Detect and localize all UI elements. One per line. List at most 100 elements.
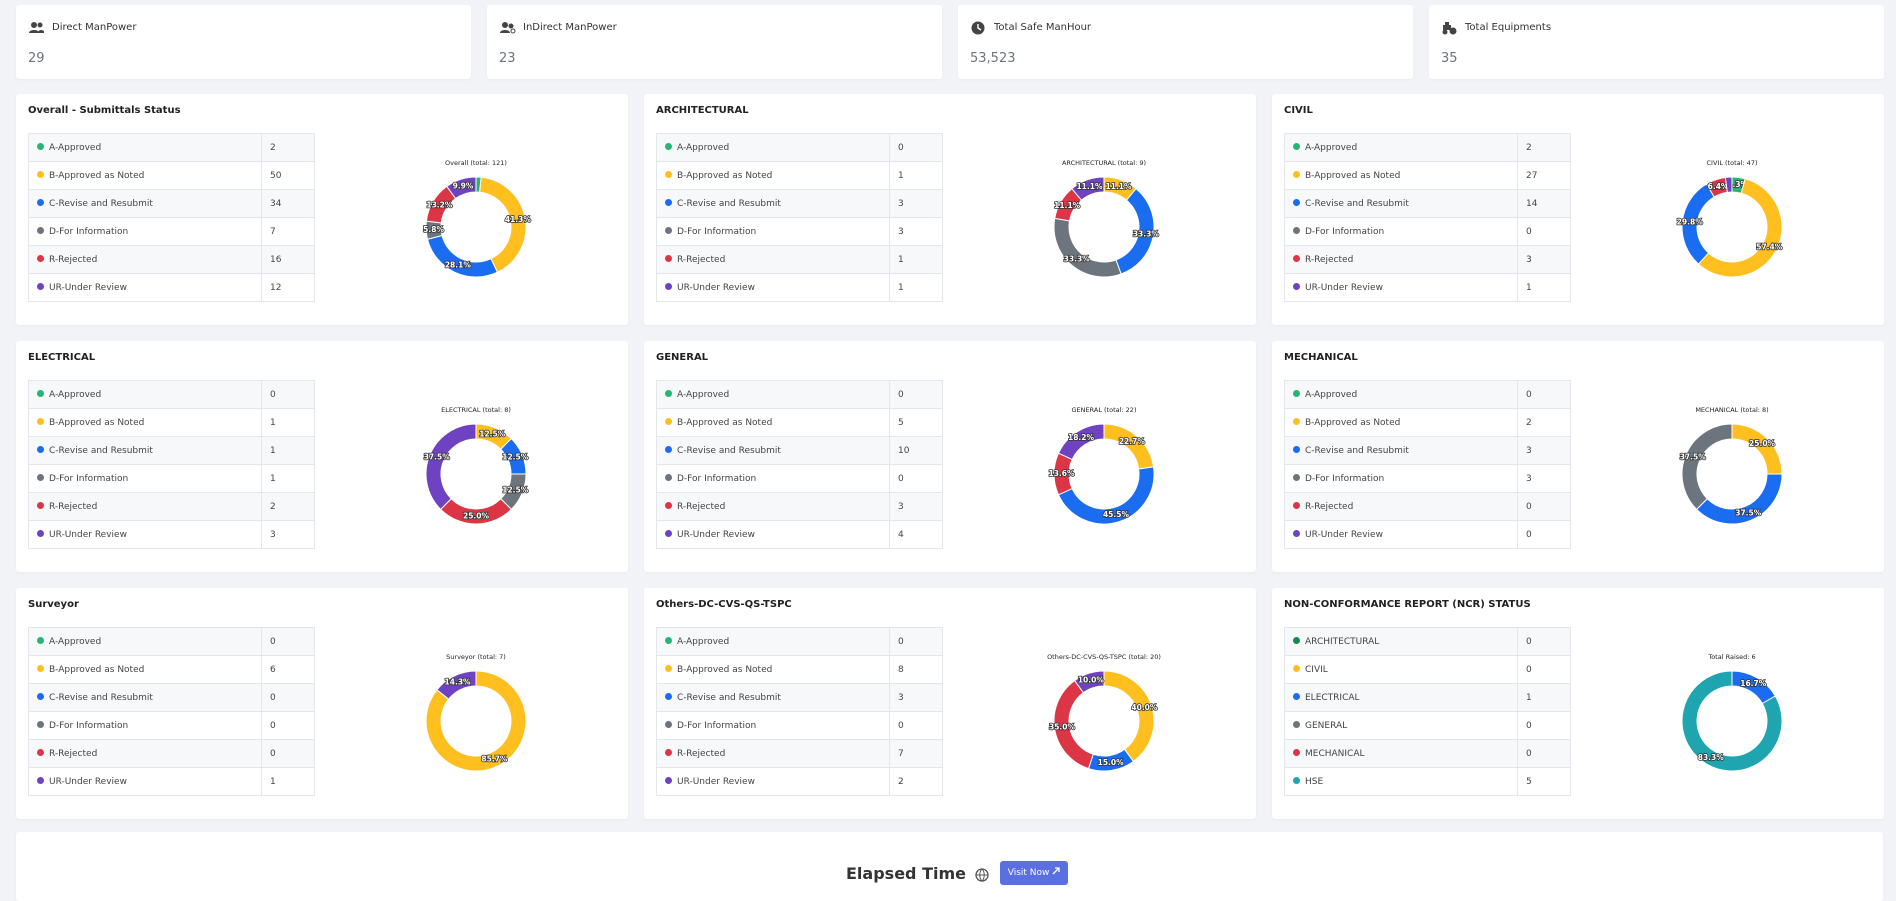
count-cell: 0 [889,464,943,493]
count-cell: 1 [261,436,315,465]
status-dot [665,749,672,756]
count-cell: 0 [261,380,315,409]
slice-label: 22.7% [1119,437,1146,446]
table-row: C-Revise and Resubmit 34 [28,189,315,218]
count-cell: 0 [1517,217,1571,246]
status-cell: R-Rejected [656,245,890,274]
status-label: UR-Under Review [49,776,127,787]
panel-title: ELECTRICAL [28,352,96,363]
count-cell: 12 [261,273,315,302]
status-label: B-Approved as Noted [1305,170,1401,181]
status-label: R-Rejected [49,254,98,265]
donut-chart: Overall (total: 121) 41.3% 28.1% 5.8% 13.2%9… [422,159,532,278]
status-cell: HSE [1284,767,1518,796]
status-cell: A-Approved [1284,133,1518,162]
status-label: C-Revise and Resubmit [49,198,153,209]
status-dot [665,143,672,150]
status-table: A-Approved 2 B-Approved as Noted 50 C-Revise… [28,133,315,302]
status-table: A-Approved 0 B-Approved as Noted 8 C-Revise … [656,627,943,796]
status-label: A-Approved [677,142,730,153]
slice-label: 9.9% [453,182,474,191]
status-cell: B-Approved as Noted [28,655,262,684]
status-label: R-Rejected [1305,501,1354,512]
card-icon [971,21,985,35]
count-cell: 0 [1517,655,1571,684]
count-cell: 7 [261,217,315,246]
donut-title: ARCHITECTURAL (total: 9) [1062,159,1146,167]
count-cell: 5 [1517,767,1571,796]
status-panel: CIVIL A-Approved 2 B-Approved as Noted 27 C-R… [1272,94,1884,325]
status-dot [665,637,672,644]
status-dot [1293,283,1300,290]
count-cell: 0 [889,711,943,740]
slice-label: 28.1% [445,260,472,269]
panel-title: Overall - Submittals Status [28,105,181,116]
slice-label: 57.4% [1756,242,1783,251]
status-dot [665,255,672,262]
status-label: HSE [1305,776,1324,787]
table-row: C-Revise and Resubmit 1 [28,436,315,465]
table-row: UR-Under Review 0 [1284,520,1571,549]
donut-chart: GENERAL (total: 22) 22.7% 45.5% 13.6% 18.2% [1048,406,1155,525]
status-label: R-Rejected [1305,254,1354,265]
count-cell: 0 [261,683,315,712]
slice-label: 14.3% [445,678,472,687]
status-label: D-For Information [677,226,757,237]
status-dot [665,199,672,206]
status-label: UR-Under Review [1305,529,1383,540]
donut-slice [1697,178,1783,278]
slice-label: 37.5% [1680,453,1707,462]
count-cell: 1 [261,767,315,796]
table-row: B-Approved as Noted 5 [656,408,943,437]
count-cell: 3 [261,520,315,549]
donut-slice [1073,670,1105,694]
visit-button[interactable]: Visit Now [1000,861,1068,885]
table-row: D-For Information 3 [656,217,943,246]
table-row: D-For Information 3 [1284,464,1571,493]
table-row: UR-Under Review 4 [656,520,943,549]
slice-label: 6.4% [1708,182,1729,191]
count-cell: 1 [261,464,315,493]
status-table: A-Approved 0 B-Approved as Noted 2 C-Revise … [1284,380,1571,549]
status-cell: B-Approved as Noted [28,161,262,190]
status-cell: ARCHITECTURAL [1284,627,1518,656]
count-cell: 0 [1517,492,1571,521]
table-row: D-For Information 0 [656,711,943,740]
table-row: HSE 5 [1284,767,1571,796]
status-table: A-Approved 2 B-Approved as Noted 27 C-Revise… [1284,133,1571,302]
status-cell: GENERAL [1284,711,1518,740]
status-dot [1293,777,1300,784]
donut-chart: ARCHITECTURAL (total: 9) 11.1% 33.3% 33.3% 1… [1053,159,1160,278]
slice-label: 11.1% [1106,182,1133,191]
status-label: C-Revise and Resubmit [49,445,153,456]
status-dot [37,171,44,178]
table-row: A-Approved 0 [656,133,943,162]
status-panel: ELECTRICAL A-Approved 0 B-Approved as Noted… [16,341,628,572]
status-table: A-Approved 0 B-Approved as Noted 6 C-Revise … [28,627,315,796]
status-label: D-For Information [49,226,129,237]
donut-title: Total Raised: 6 [1707,653,1755,661]
donut-slice [425,670,527,772]
status-cell: D-For Information [656,464,890,493]
stat-card: InDirect ManPower 23 [487,5,942,79]
slice-label: 11.1% [1054,201,1081,210]
table-row: D-For Information 0 [28,711,315,740]
status-dot [37,143,44,150]
slice-label: 13.6% [1048,469,1075,478]
count-cell: 14 [1517,189,1571,218]
status-dot [665,446,672,453]
table-row: R-Rejected 0 [1284,492,1571,521]
table-row: C-Revise and Resubmit 0 [28,683,315,712]
donut-title: CIVIL (total: 47) [1707,159,1758,167]
donut-chart: CIVIL (total: 47) 4.3% 57.4% 29.8% 6.4% [1676,159,1784,278]
donut-slice [1103,423,1155,470]
status-dot [37,283,44,290]
table-row: A-Approved 0 [28,627,315,656]
panel-title: MECHANICAL [1284,352,1358,363]
panel-title: GENERAL [656,352,709,363]
visit-button-label: Visit Now [1007,868,1050,878]
status-dot [665,721,672,728]
slice-label: 15.0% [1098,758,1125,767]
status-cell: D-For Information [28,711,262,740]
